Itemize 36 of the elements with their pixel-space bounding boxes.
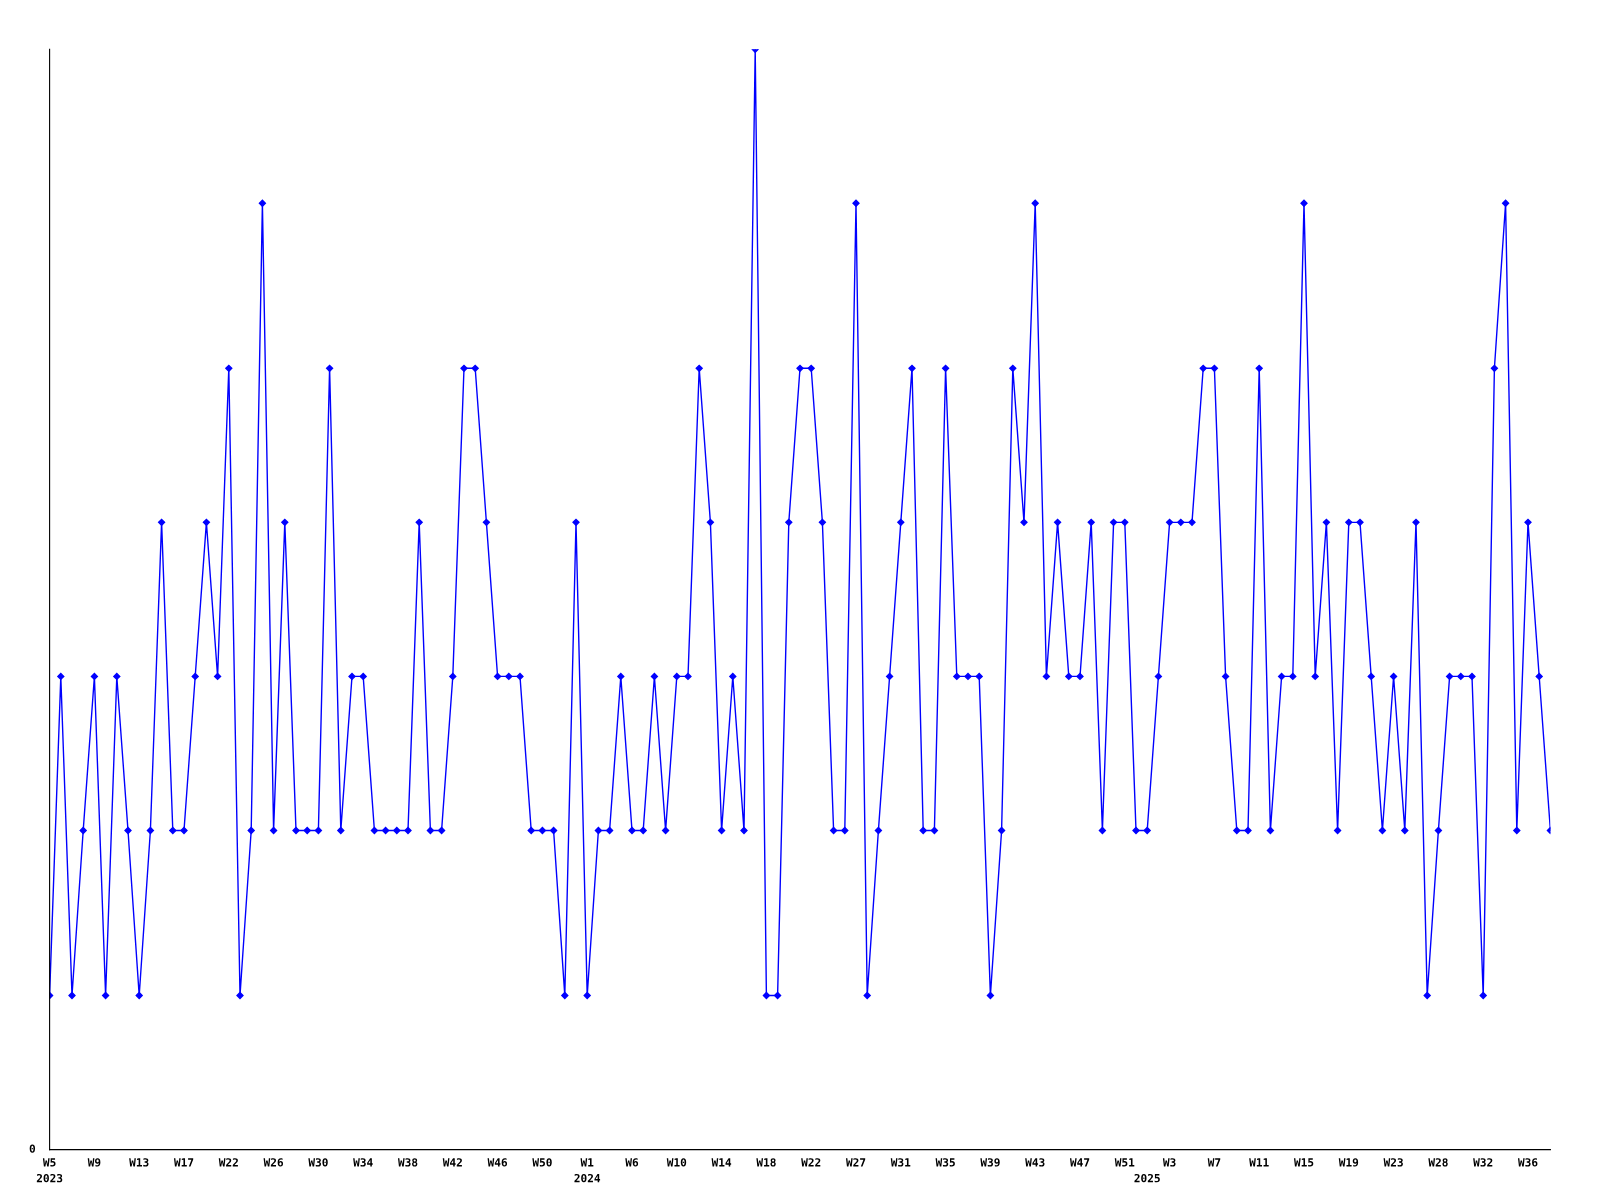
x-tick-label: W51 [1114, 1158, 1135, 1167]
x-tick-label: W38 [397, 1158, 418, 1167]
x-tick-label: W5 2023 [36, 1158, 63, 1183]
x-tick-label: W6 [625, 1158, 639, 1167]
x-tick-label: W39 [980, 1158, 1000, 1167]
x-tick-label: W34 [353, 1158, 373, 1167]
x-tick-label: W7 [1207, 1158, 1221, 1167]
x-tick-label: W28 [1428, 1158, 1448, 1167]
x-tick-label: W30 [308, 1158, 328, 1167]
x-tick-label: W22 [801, 1158, 821, 1167]
x-tick-label: W13 [129, 1158, 149, 1167]
x-tick-label: W14 [711, 1158, 732, 1167]
x-tick-label: W17 [173, 1158, 194, 1167]
x-tick-label: W50 [532, 1158, 552, 1167]
x-tick-label: W19 [1338, 1158, 1359, 1167]
x-tick-label: W15 [1293, 1158, 1314, 1167]
x-tick-label: W11 [1249, 1158, 1269, 1167]
x-tick-label: W31 [890, 1158, 911, 1167]
x-tick-label: W1 2024 [574, 1158, 601, 1183]
x-tick-label: W32 [1473, 1158, 1493, 1167]
x-tick-label: W26 [263, 1158, 284, 1167]
x-tick-label: W22 [218, 1158, 238, 1167]
x-tick-label: W46 [487, 1158, 508, 1167]
x-tick-label: W18 [756, 1158, 776, 1167]
x-tick-label: W42 [442, 1158, 462, 1167]
x-tick-label: W36 [1517, 1158, 1538, 1167]
x-tick-label: W23 [1383, 1158, 1403, 1167]
x-tick-label: W47 [1069, 1158, 1090, 1167]
x-tick-label: W27 [845, 1158, 866, 1167]
text: 0 [29, 1144, 36, 1153]
x-tick-label: W43 [1025, 1158, 1045, 1167]
x-tick-label: 2025 [1134, 1173, 1160, 1183]
x-tick-label: W35 [935, 1158, 955, 1167]
x-tick-label: W9 [87, 1158, 101, 1167]
x-tick-label: W10 [666, 1158, 687, 1167]
x-tick-label: W3 [1162, 1158, 1176, 1167]
